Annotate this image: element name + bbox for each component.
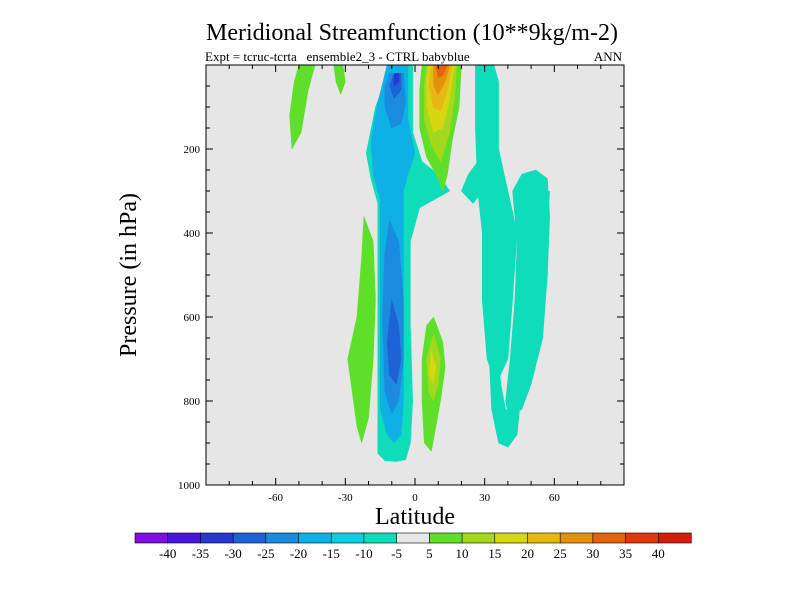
colorbar-label: 25 xyxy=(554,546,567,561)
y-axis-label: Pressure (in hPa) xyxy=(116,193,142,357)
plot-background xyxy=(206,65,624,485)
contour-region-8 xyxy=(333,65,346,95)
colorbar-label: 10 xyxy=(456,546,469,561)
colorbar-swatch xyxy=(167,532,202,544)
colorbar-label: -5 xyxy=(391,546,402,561)
colorbar-label: -35 xyxy=(192,546,209,561)
colorbar-swatch xyxy=(265,532,300,544)
x-tick-label: -60 xyxy=(268,492,283,504)
y-tick-label: 1000 xyxy=(178,480,201,492)
x-tick-label: 60 xyxy=(549,492,561,504)
x-tick-label: -30 xyxy=(338,492,353,504)
colorbar-swatch xyxy=(657,532,692,544)
y-tick-label: 800 xyxy=(184,396,201,408)
colorbar-swatch xyxy=(559,532,594,544)
colorbar-swatch xyxy=(363,532,398,544)
x-tick-label: 30 xyxy=(479,492,491,504)
x-axis-ticks: -60 -30 0 30 60 xyxy=(228,65,602,504)
y-tick-label: 200 xyxy=(184,144,201,156)
contour-region-6 xyxy=(393,73,399,87)
colorbar-swatch xyxy=(232,532,267,544)
colorbar-label: 5 xyxy=(426,546,433,561)
colorbar-swatch xyxy=(330,532,365,544)
x-axis-label: Latitude xyxy=(375,504,455,530)
period-label: ANN xyxy=(594,49,623,64)
colorbar-label: 35 xyxy=(619,546,632,561)
contour-region-21 xyxy=(505,169,550,414)
contour-fills xyxy=(289,65,550,462)
contour-region-7 xyxy=(289,65,316,150)
colorbar-label: -15 xyxy=(323,546,340,561)
colorbar-swatch xyxy=(461,532,496,544)
colorbar-label: -20 xyxy=(290,546,307,561)
colorbar-swatch xyxy=(396,532,430,544)
colorbar-label: -25 xyxy=(257,546,274,561)
colorbar-swatch xyxy=(134,532,169,544)
contour-region-5 xyxy=(386,299,402,385)
x-tick-label: 0 xyxy=(412,492,418,504)
y-tick-label: 600 xyxy=(184,312,201,324)
contour-region-20 xyxy=(475,65,518,385)
chart-title: Meridional Streamfunction (10**9kg/m-2) xyxy=(206,20,618,46)
chart-subtitle: Expt = tcruc-tcrta ensemble2_3 - CTRL ba… xyxy=(205,49,470,64)
y-tick-label: 400 xyxy=(184,228,201,240)
colorbar-label: -40 xyxy=(159,546,176,561)
colorbar-swatch xyxy=(429,532,463,544)
contour-region-12 xyxy=(428,350,437,385)
colorbar-label: 30 xyxy=(586,546,599,561)
plot-area: -60 -30 0 30 60 200 400 600 800 1000 xyxy=(178,64,625,504)
colorbar-label: 20 xyxy=(521,546,534,561)
contour-region-18 xyxy=(435,65,448,78)
colorbar-swatch xyxy=(527,532,561,544)
colorbar-label: 15 xyxy=(488,546,501,561)
colorbar-swatch xyxy=(298,532,332,544)
colorbar: -40 -35 -30 -25 -20 -15 -10 -5 5 10 15 20 25 30 35 40 xyxy=(134,532,692,561)
colorbar-swatch xyxy=(494,532,529,544)
colorbar-label: -30 xyxy=(224,546,241,561)
colorbar-label: -10 xyxy=(355,546,372,561)
y-axis-ticks: 200 400 600 800 1000 xyxy=(178,85,624,492)
contour-region-9 xyxy=(347,215,376,444)
colorbar-swatch xyxy=(592,532,627,544)
colorbar-swatch xyxy=(625,532,659,544)
colorbar-label: 40 xyxy=(652,546,665,561)
colorbar-swatch xyxy=(200,532,234,544)
